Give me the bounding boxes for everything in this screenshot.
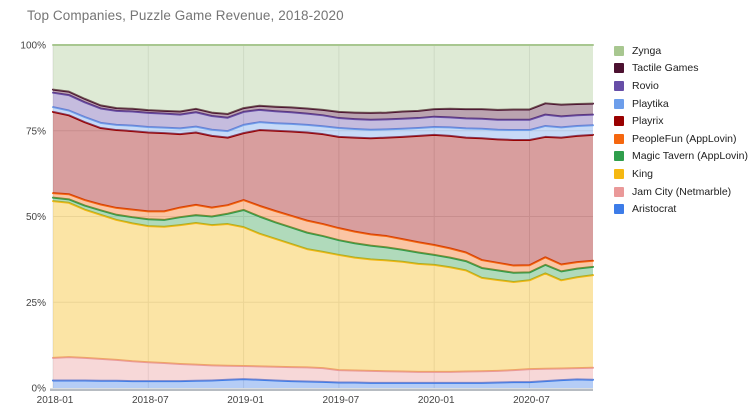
legend-label: Playrix <box>632 115 664 128</box>
legend-label: Tactile Games <box>632 62 699 75</box>
legend-swatch-icon <box>614 63 624 74</box>
legend-item[interactable]: Rovio <box>614 77 748 95</box>
chart-title: Top Companies, Puzzle Game Revenue, 2018… <box>27 8 344 23</box>
series-playtika[interactable] <box>52 106 594 141</box>
legend-item[interactable]: Tactile Games <box>614 60 748 78</box>
line-jam-city-netmarble[interactable] <box>52 356 594 373</box>
y-tick-label: 25% <box>26 298 46 309</box>
series-aristocrat[interactable] <box>52 378 594 388</box>
line-rovio[interactable] <box>52 91 594 121</box>
legend-label: Zynga <box>632 44 662 57</box>
legend-item[interactable]: Playrix <box>614 112 748 130</box>
area-king[interactable] <box>53 201 593 372</box>
area-zynga[interactable] <box>53 45 593 114</box>
legend-label: Magic Tavern (AppLovin) <box>632 150 748 163</box>
line-playrix[interactable] <box>52 110 594 142</box>
legend-item[interactable]: Jam City (Netmarble) <box>614 183 748 201</box>
x-tick-label: 2019-07 <box>323 395 360 406</box>
legend-label: King <box>632 167 654 180</box>
series-rovio[interactable] <box>52 91 594 132</box>
series-jam-city-netmarble[interactable] <box>52 356 594 383</box>
area-rovio[interactable] <box>53 92 593 132</box>
line-aristocrat[interactable] <box>52 378 594 384</box>
x-tick-label: 2020-01 <box>418 395 455 406</box>
x-axis-labels: 2018-01 2018-07 2019-01 2019-07 2020-01 2020-… <box>37 395 551 406</box>
area-tactile-games[interactable] <box>53 89 593 120</box>
y-tick-label: 100% <box>20 41 46 52</box>
line-tactile-games[interactable] <box>52 88 594 115</box>
x-axis-line <box>50 388 593 391</box>
series-tactile-games[interactable] <box>52 88 594 120</box>
legend-label: Playtika <box>632 97 669 110</box>
legend-item[interactable]: Zynga <box>614 42 748 60</box>
legend-item[interactable]: Playtika <box>614 95 748 113</box>
x-tick-label: 2018-01 <box>37 395 74 406</box>
chart-legend: Zynga Tactile Games Rovio Playtika Playrix Pe… <box>614 42 748 218</box>
area-magic-tavern-applovin[interactable] <box>53 197 593 283</box>
legend-item[interactable]: Aristocrat <box>614 200 748 218</box>
legend-swatch-icon <box>614 204 624 215</box>
legend-item[interactable]: PeopleFun (AppLovin) <box>614 130 748 148</box>
line-magic-tavern-applovin[interactable] <box>52 196 594 274</box>
x-tick-label: 2018-07 <box>132 395 169 406</box>
line-king[interactable] <box>52 200 594 284</box>
area-peoplefun-applovin[interactable] <box>53 193 593 273</box>
legend-label: PeopleFun (AppLovin) <box>632 132 737 145</box>
y-axis-labels: 0% 25% 50% 75% 100% <box>20 41 46 395</box>
x-tick-label: 2020-07 <box>513 395 550 406</box>
legend-item[interactable]: King <box>614 165 748 183</box>
line-peoplefun-applovin[interactable] <box>52 192 594 267</box>
legend-label: Aristocrat <box>632 203 677 216</box>
legend-swatch-icon <box>614 133 624 144</box>
legend-label: Jam City (Netmarble) <box>632 185 732 198</box>
x-tick-label: 2019-01 <box>227 395 264 406</box>
legend-swatch-icon <box>614 98 624 109</box>
legend-item[interactable]: Magic Tavern (AppLovin) <box>614 148 748 166</box>
series-peoplefun-applovin[interactable] <box>52 192 594 273</box>
y-tick-label: 75% <box>26 126 46 137</box>
area-jam-city-netmarble[interactable] <box>53 357 593 383</box>
series-magic-tavern-applovin[interactable] <box>52 196 594 283</box>
area-playtika[interactable] <box>53 107 593 141</box>
series-zynga[interactable] <box>52 44 594 114</box>
legend-swatch-icon <box>614 116 624 127</box>
legend-swatch-icon <box>614 151 624 162</box>
series-king[interactable] <box>52 200 594 372</box>
legend-swatch-icon <box>614 186 624 197</box>
legend-label: Rovio <box>632 79 659 92</box>
legend-swatch-icon <box>614 45 624 56</box>
series-playrix[interactable] <box>52 110 594 266</box>
y-tick-label: 0% <box>32 384 47 395</box>
y-tick-label: 50% <box>26 212 46 223</box>
area-playrix[interactable] <box>53 111 593 266</box>
legend-swatch-icon <box>614 80 624 91</box>
legend-swatch-icon <box>614 168 624 179</box>
line-playtika[interactable] <box>52 106 594 133</box>
